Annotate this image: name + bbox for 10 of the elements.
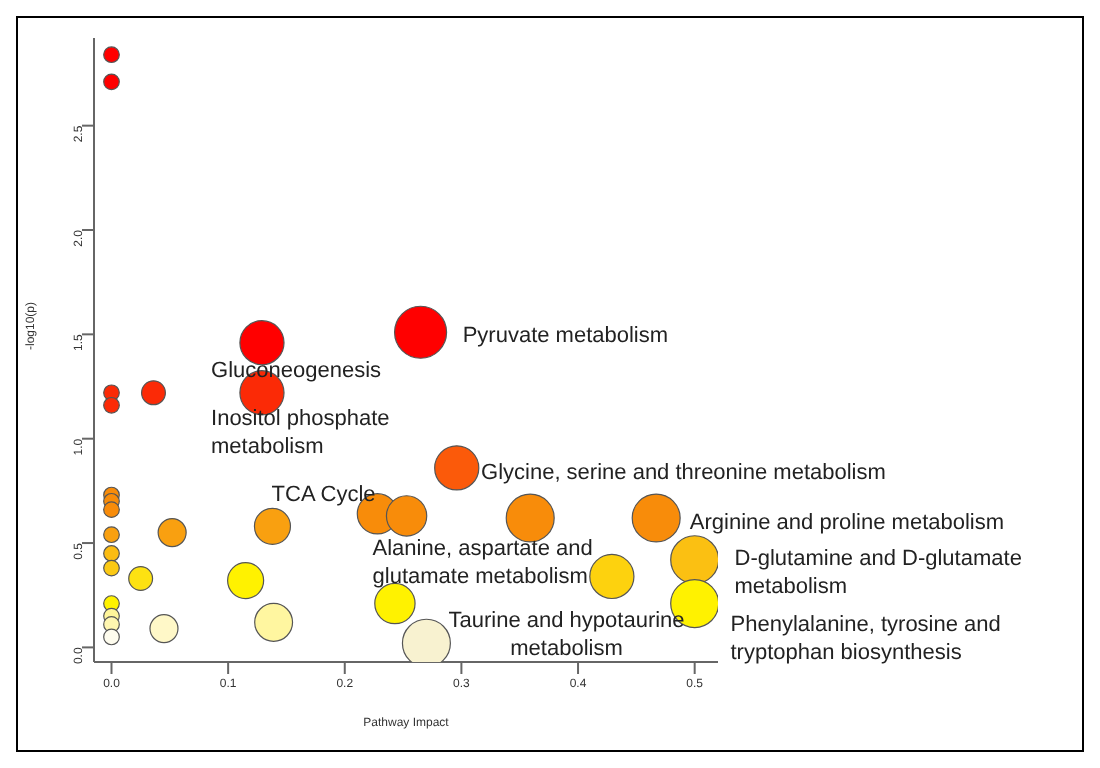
annotation: Pyruvate metabolism bbox=[462, 324, 669, 349]
annotation: Phenylalanine, tyrosine and tryptophan biosynthesis bbox=[730, 613, 1001, 666]
annotation: Arginine and proline metabolism bbox=[689, 511, 1005, 536]
annotation: Alanine, aspartate and glutamate metabolism bbox=[372, 536, 593, 589]
annotation: Inositol phosphate metabolism bbox=[211, 407, 390, 460]
annotation: Gluconeogenesis bbox=[211, 358, 383, 383]
annotation: Glycine, serine and threonine metabolism bbox=[481, 460, 886, 485]
annotation: D-glutamine and D-glutamate metabolism bbox=[734, 547, 1022, 600]
annotation: TCA Cycle bbox=[271, 483, 376, 508]
annotation: Taurine and hypotaurine metabolism bbox=[448, 609, 685, 662]
